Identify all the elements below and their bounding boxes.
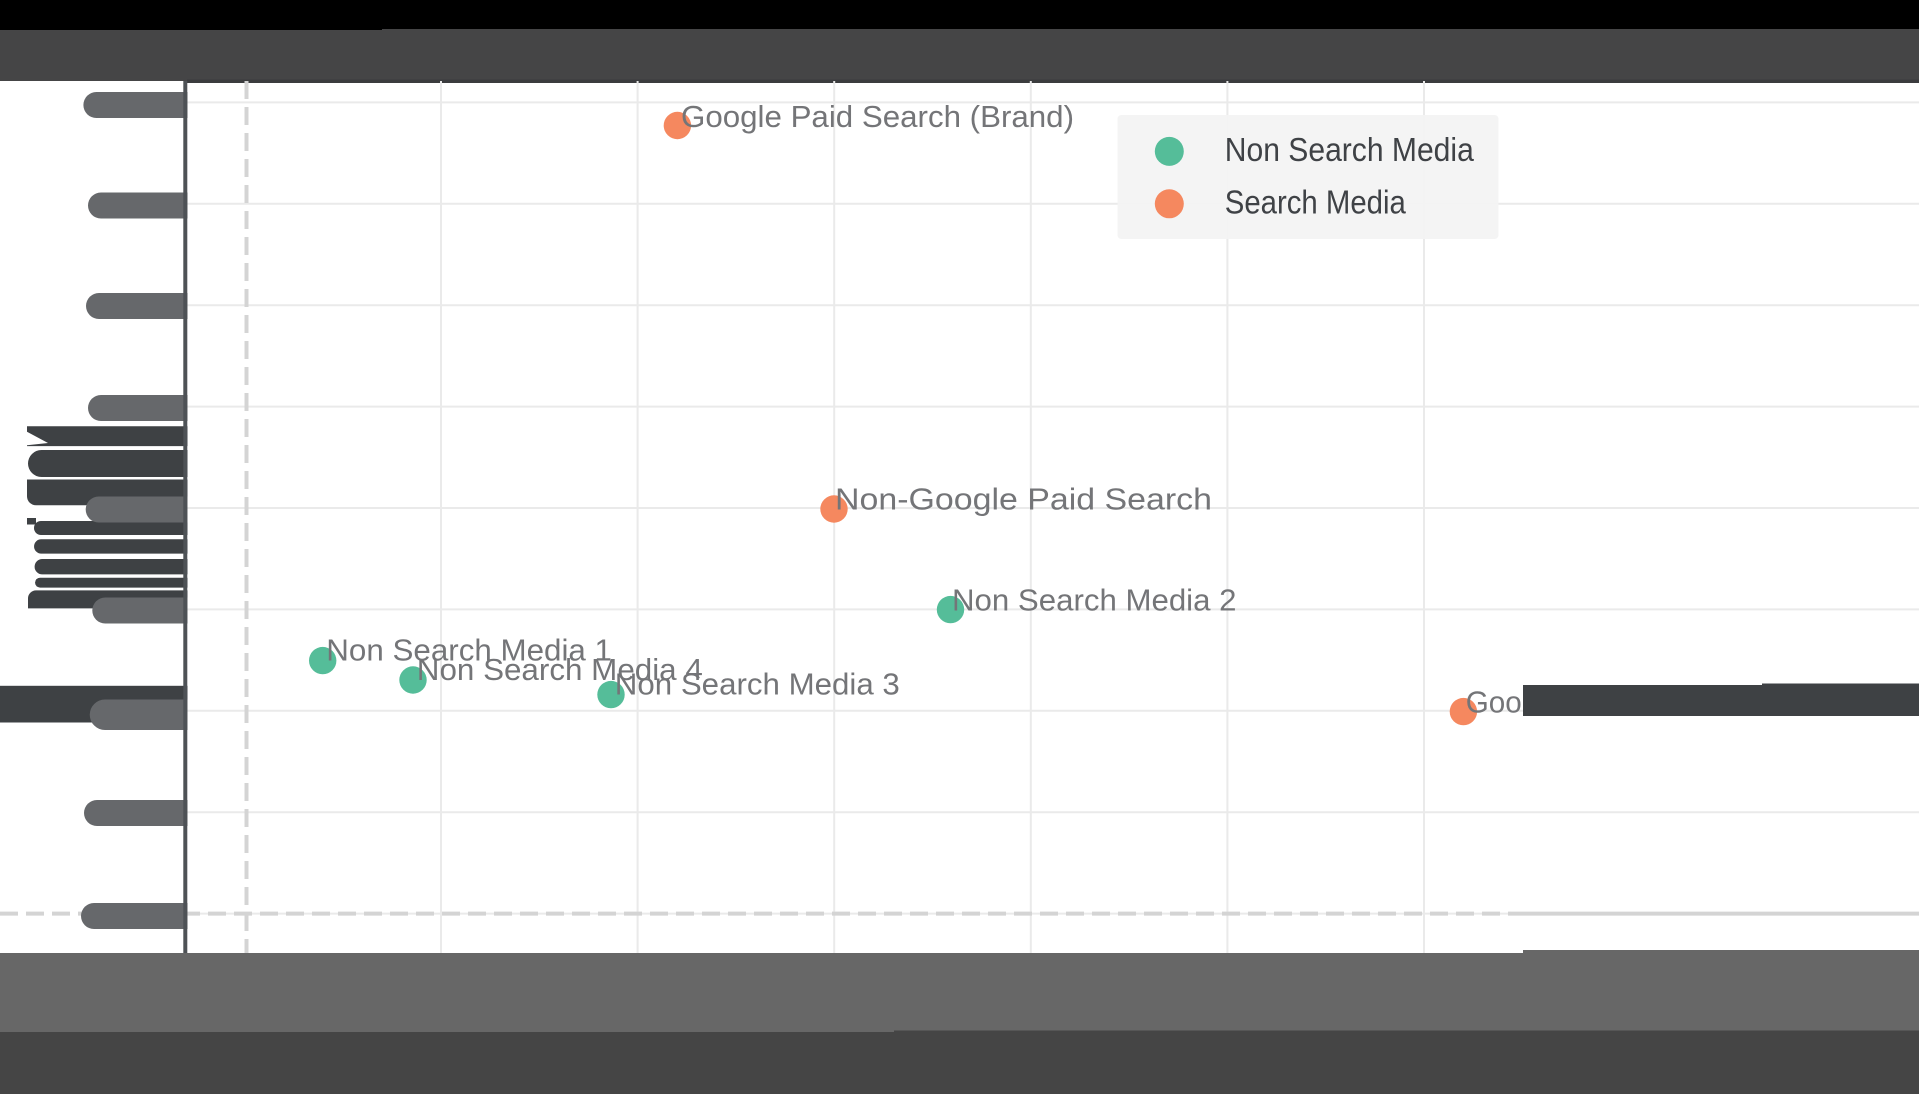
svg-text:Search Media: Search Media	[1225, 184, 1407, 221]
svg-text:Non-Google Paid Search: Non-Google Paid Search	[835, 482, 1212, 517]
svg-text:Goo: Goo	[1466, 684, 1522, 719]
svg-text:Non Search Media 4: Non Search Media 4	[417, 652, 703, 687]
svg-text:Google Paid Search (Brand): Google Paid Search (Brand)	[681, 99, 1074, 134]
svg-text:Non Search Media 1: Non Search Media 1	[326, 633, 612, 668]
svg-text:Non Search Media 3: Non Search Media 3	[615, 667, 900, 702]
svg-text:Non Search Media: Non Search Media	[1225, 131, 1475, 168]
svg-text:Non Search Media 2: Non Search Media 2	[952, 582, 1237, 617]
